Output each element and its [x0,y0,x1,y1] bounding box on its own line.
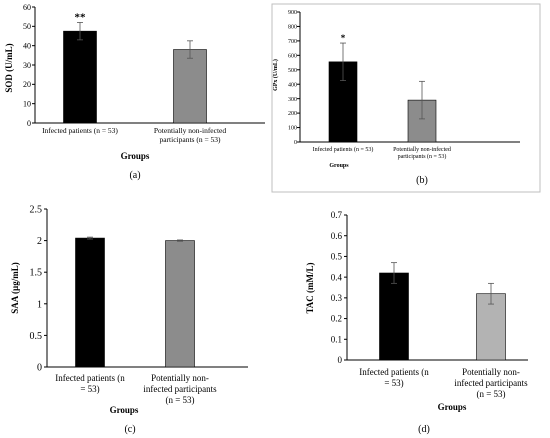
y-axis-title: SOD (U/mL) [4,43,14,92]
x-tick-label: Potentially non-infected [393,146,451,153]
y-tick-label: 1 [37,299,42,310]
y-axis-title: SAA (µg/mL) [10,262,20,313]
x-tick-label: Potentially non- [462,367,520,377]
bar [63,30,97,124]
y-tick-label: 700 [288,39,297,45]
x-tick-label: infected participants [454,378,528,388]
significance-marker: * [341,33,346,43]
y-tick-label: 300 [288,97,297,103]
y-tick-label: 200 [288,111,297,117]
x-axis-title: Groups [121,151,150,161]
panel-label: (a) [129,170,140,181]
y-tick-label: 900 [288,10,297,16]
bar [75,237,105,368]
y-tick-label: 0 [27,119,31,128]
x-tick-label: Potentially non-infected [154,126,227,135]
x-tick-label: = 53) [80,384,99,394]
panel-label: (c) [124,424,135,435]
x-tick-label: = 53) [384,378,403,388]
x-tick-label: Infected patients (n = 53) [313,146,374,153]
x-tick-label: Infected patients (n = 53) [42,126,118,135]
y-tick-label: 0.4 [331,272,343,282]
y-tick-label: 10 [23,99,31,108]
y-tick-label: 0 [37,363,42,374]
bar [173,49,207,124]
y-tick-label: 60 [23,3,31,12]
x-axis-title: Groups [329,163,349,169]
y-axis-title: TAC (mM/L) [305,262,315,313]
y-tick-label: 0.5 [30,331,43,342]
panel-label: (d) [418,424,430,435]
chart-panel-a: SOD (U/mL) Groups (a) 0 10 20 30 40 50 60 ** Inf… [4,3,265,181]
y-tick-label: 20 [23,80,31,89]
significance-marker: ** [75,11,87,23]
y-axis-title: GPx (U/mL) [272,59,279,91]
chart-panel-c: SAA (µg/mL) Groups (c) 0 0.5 1 1.5 2 2.5 Infec… [10,205,248,435]
x-axis-title: Groups [110,405,139,415]
y-tick-label: 100 [288,126,297,132]
y-tick-label: 2.5 [30,205,43,216]
y-tick-label: 400 [288,82,297,88]
y-tick-label: 30 [23,61,31,70]
x-tick-label: Infected patients (n [55,373,125,383]
x-tick-label: infected participants [143,384,217,394]
bar [379,272,409,361]
x-tick-label: participants (n = 53) [398,153,447,160]
y-tick-label: 50 [23,22,31,31]
y-tick-label: 0 [338,355,343,365]
x-tick-label: (n = 53) [165,395,194,405]
y-tick-label: 0.5 [331,252,343,262]
chart-panel-d: TAC (mM/L) Groups (d) 0 0.1 0.2 0.3 0.4 0.5 0.… [305,210,528,435]
y-tick-label: 0.2 [331,314,342,324]
x-tick-label: (n = 53) [476,389,505,399]
x-axis-title: Groups [438,402,467,412]
x-tick-label: Potentially non- [151,373,209,383]
y-tick-label: 500 [288,68,297,74]
y-tick-label: 40 [23,41,31,50]
y-tick-label: 600 [288,53,297,59]
y-tick-label: 0.7 [331,210,343,220]
bar [165,240,195,368]
y-tick-label: 2 [37,236,42,247]
y-tick-label: 0.6 [331,231,343,241]
x-tick-label: Infected patients (n [359,367,429,377]
panel-frame [271,3,541,193]
y-tick-label: 800 [288,25,297,31]
y-tick-label: 1.5 [30,268,43,279]
x-tick-label: participants (n = 53) [159,135,221,144]
y-tick-label: 0.1 [331,334,342,344]
y-tick-label: 0 [294,140,297,146]
y-tick-label: 0.3 [331,293,343,303]
chart-panel-b: GPx (U/mL) Groups (b) 0 100 200 300 400 500 60… [271,3,541,193]
panel-label: (b) [416,175,428,186]
